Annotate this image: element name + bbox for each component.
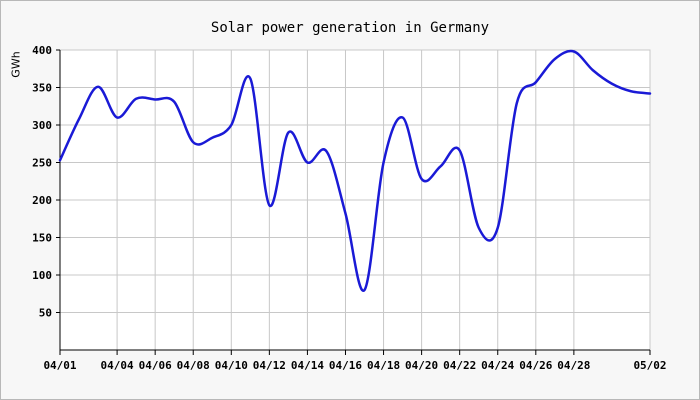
gridlines — [59, 49, 651, 350]
x-tick-label: 04/14 — [291, 359, 324, 372]
y-tick-labels: 50 100 150 200 250 300 350 400 — [32, 44, 52, 320]
y-tick-label: 300 — [32, 119, 52, 132]
x-tick-label: 04/06 — [139, 359, 172, 372]
x-tick-label: 04/08 — [177, 359, 210, 372]
chart-title: Solar power generation in Germany — [210, 20, 490, 36]
axes — [56, 49, 651, 355]
series-line — [58, 49, 652, 292]
y-tick-label: 50 — [39, 307, 52, 320]
x-tick-label: 05/02 — [633, 359, 666, 372]
x-tick-label: 04/18 — [367, 359, 400, 372]
y-tick-label: 150 — [32, 232, 52, 245]
y-tick-label: 200 — [32, 194, 52, 207]
y-tick-label: 400 — [32, 44, 52, 57]
x-tick-label: 04/10 — [215, 359, 248, 372]
x-tick-label: 04/22 — [443, 359, 476, 372]
x-tick-label: 04/16 — [329, 359, 362, 372]
x-tick-label: 04/24 — [481, 359, 514, 372]
x-tick-label: 04/20 — [405, 359, 438, 372]
x-tick-label: 04/28 — [557, 359, 590, 372]
x-tick-label: 04/01 — [43, 359, 76, 372]
x-tick-label: 04/26 — [519, 359, 552, 372]
y-tick-label: 350 — [32, 82, 52, 95]
x-tick-label: 04/12 — [253, 359, 286, 372]
x-tick-labels: 04/01 04/04 04/06 04/08 04/10 04/12 04/14 04/16… — [43, 359, 666, 372]
x-tick-label: 04/04 — [101, 359, 134, 372]
y-tick-label: 100 — [32, 269, 52, 282]
y-tick-label: 250 — [32, 157, 52, 170]
